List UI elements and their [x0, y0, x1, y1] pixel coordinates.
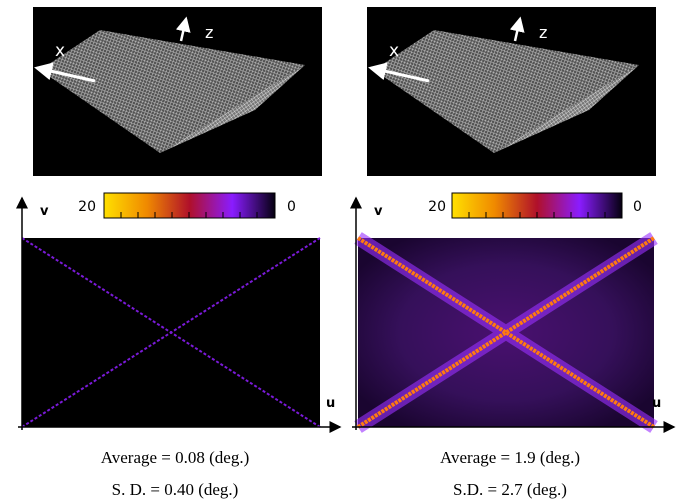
axis-label: u	[652, 396, 661, 411]
axis-label: z	[205, 23, 213, 42]
caption: S.D. = 2.7 (deg.)	[453, 480, 567, 499]
caption: S. D. = 0.40 (deg.)	[112, 480, 239, 499]
panel: x z v u 20 0 Average = 1.9 (deg.) S.D. =…	[352, 7, 674, 499]
axis-label: v	[40, 204, 49, 219]
panel: x z v u 20 0 Average = 0.08 (deg.) S. D.…	[18, 7, 340, 499]
axis-label: u	[326, 396, 335, 411]
axis-label: v	[374, 204, 383, 219]
caption: Average = 0.08 (deg.)	[101, 448, 250, 467]
axis-label: z	[539, 23, 547, 42]
colorbar-label: 0	[287, 199, 296, 215]
mesh-view: x z	[367, 7, 656, 176]
axis-label: x	[389, 41, 399, 61]
mesh-view: x z	[33, 7, 322, 176]
colorbar-label: 20	[428, 199, 446, 215]
caption: Average = 1.9 (deg.)	[440, 448, 580, 467]
figure: x z v u 20 0 Average = 0.08 (deg.) S. D.…	[0, 0, 678, 504]
axis-label: x	[55, 41, 65, 61]
colorbar-label: 20	[78, 199, 96, 215]
colorbar-label: 0	[633, 199, 642, 215]
